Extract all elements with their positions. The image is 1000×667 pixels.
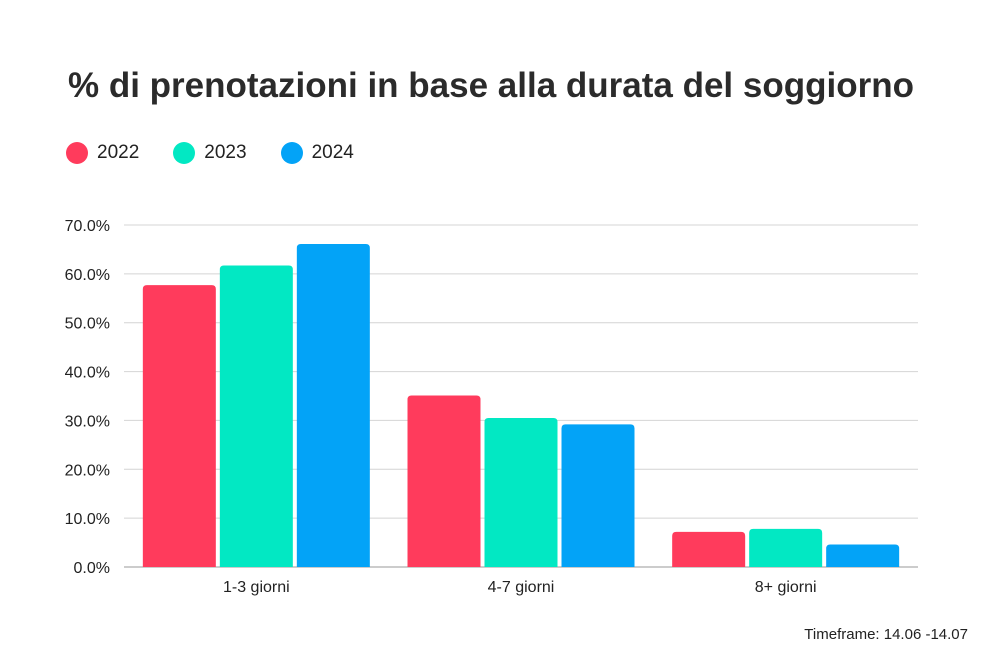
timeframe-note: Timeframe: 14.06 -14.07 xyxy=(804,626,968,643)
x-tick-label: 1-3 giorni xyxy=(223,579,290,596)
legend-label-2023: 2023 xyxy=(204,142,247,163)
bar-2023 xyxy=(219,265,293,567)
bar-2024 xyxy=(561,424,635,567)
y-tick-label: 0.0% xyxy=(74,560,110,577)
x-tick-label: 8+ giorni xyxy=(755,579,817,596)
legend-label-2022: 2022 xyxy=(97,142,140,163)
legend-swatch-2023 xyxy=(173,142,196,164)
y-tick-label: 10.0% xyxy=(65,511,110,528)
legend-item-2023: 2023 xyxy=(173,142,247,164)
x-tick-label: 4-7 giorni xyxy=(488,579,555,596)
bar-2022 xyxy=(142,285,216,567)
legend-swatch-2022 xyxy=(66,142,88,164)
y-tick-label: 30.0% xyxy=(65,413,110,430)
chart-title: % di prenotazioni in base alla durata de… xyxy=(68,66,914,105)
y-tick-label: 40.0% xyxy=(65,365,110,382)
legend-item-2022: 2022 xyxy=(66,142,139,164)
legend-item-2024: 2024 xyxy=(280,142,354,164)
bar-2024 xyxy=(296,244,370,567)
y-tick-label: 50.0% xyxy=(65,316,110,333)
y-tick-label: 20.0% xyxy=(65,462,110,479)
bar-2024 xyxy=(826,544,900,567)
bar-2023 xyxy=(749,528,823,567)
y-tick-label: 60.0% xyxy=(65,267,110,284)
bar-2022 xyxy=(407,395,481,567)
bar-2023 xyxy=(484,417,558,567)
bar-2022 xyxy=(672,531,746,567)
legend: 2022 2023 2024 xyxy=(66,142,354,164)
legend-swatch-2024 xyxy=(280,142,303,164)
y-tick-label: 70.0% xyxy=(65,218,110,235)
legend-label-2024: 2024 xyxy=(311,142,354,163)
